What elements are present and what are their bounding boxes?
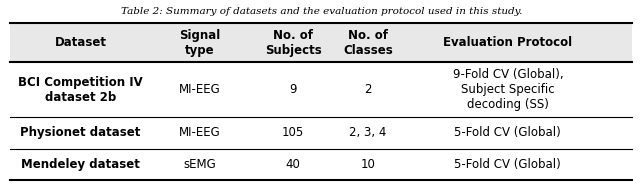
Text: No. of
Subjects: No. of Subjects [265,29,322,57]
Text: BCI Competition IV
dataset 2b: BCI Competition IV dataset 2b [18,76,143,104]
Text: 9-Fold CV (Global),
Subject Specific
decoding (SS): 9-Fold CV (Global), Subject Specific dec… [452,68,563,111]
Text: 5-Fold CV (Global): 5-Fold CV (Global) [454,127,561,139]
Text: Physionet dataset: Physionet dataset [20,127,141,139]
Text: MI-EEG: MI-EEG [179,127,221,139]
Text: No. of
Classes: No. of Classes [343,29,393,57]
Text: 2, 3, 4: 2, 3, 4 [349,127,387,139]
Text: Mendeley dataset: Mendeley dataset [21,158,140,171]
Text: Signal
type: Signal type [179,29,221,57]
Text: 2: 2 [364,83,372,96]
Text: Evaluation Protocol: Evaluation Protocol [444,36,572,49]
Text: MI-EEG: MI-EEG [179,83,221,96]
Text: 105: 105 [282,127,305,139]
Text: 5-Fold CV (Global): 5-Fold CV (Global) [454,158,561,171]
Text: sEMG: sEMG [184,158,216,171]
Text: Dataset: Dataset [54,36,106,49]
Text: 9: 9 [289,83,297,96]
Text: 40: 40 [286,158,301,171]
Text: Table 2: Summary of datasets and the evaluation protocol used in this study.: Table 2: Summary of datasets and the eva… [120,7,522,16]
Text: 10: 10 [360,158,375,171]
